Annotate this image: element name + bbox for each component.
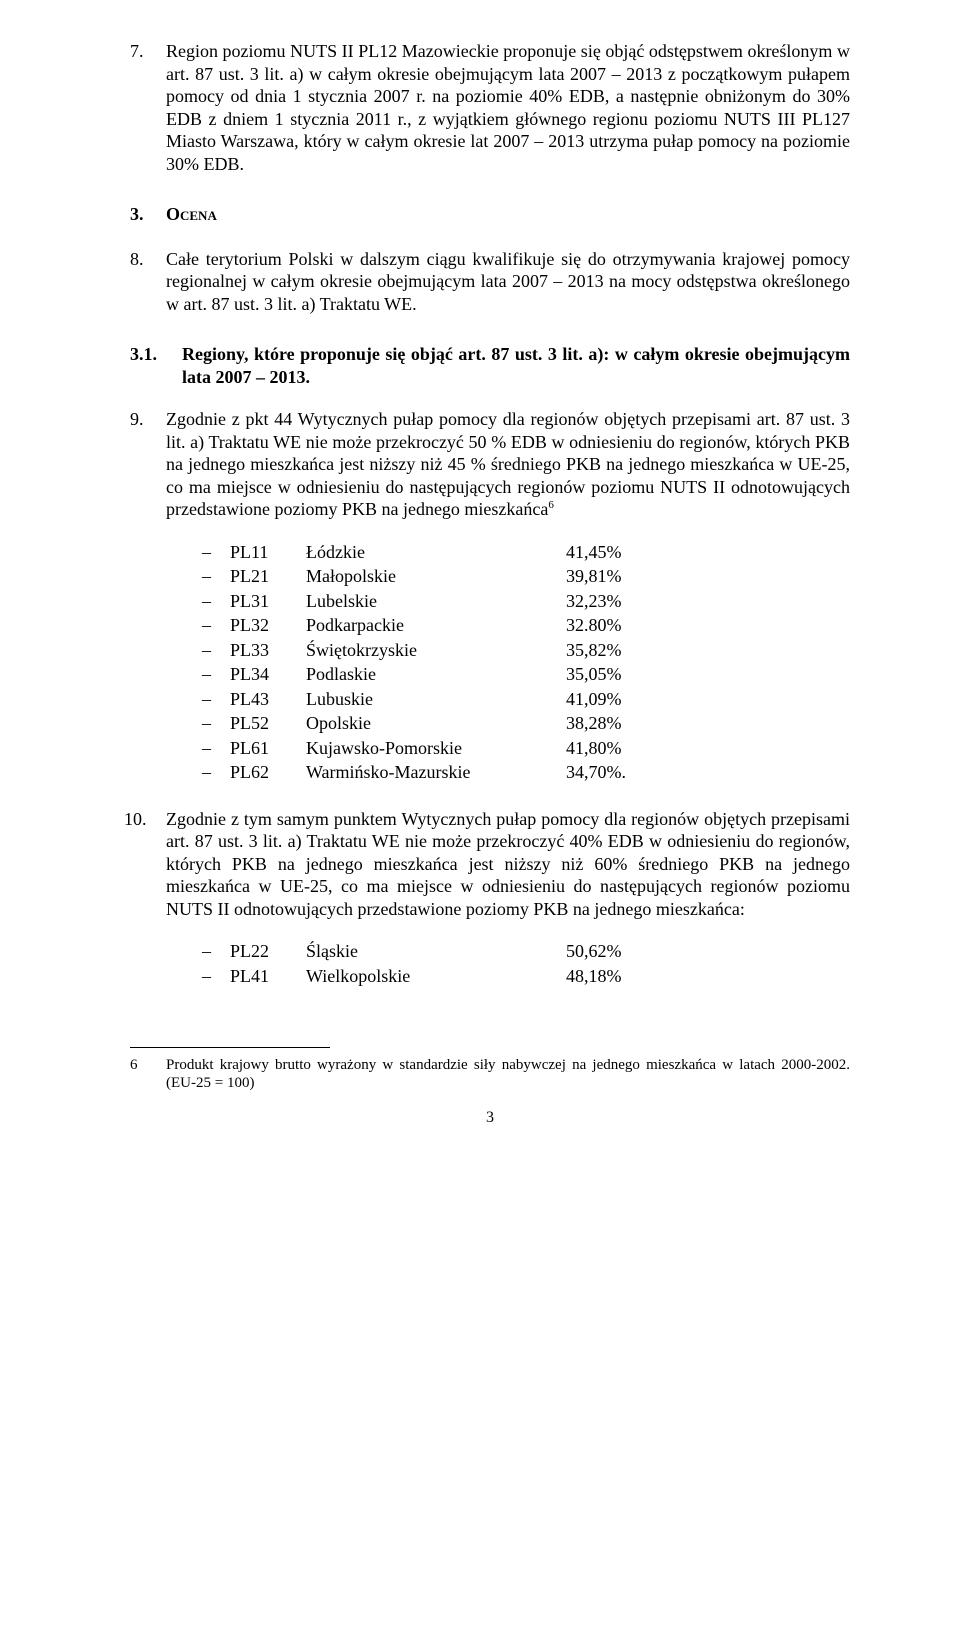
region-value: 41,09% (566, 688, 622, 711)
page-number: 3 (130, 1108, 850, 1128)
region-code: PL62 (230, 761, 306, 784)
region-value: 50,62% (566, 940, 622, 963)
region-value: 39,81% (566, 565, 622, 588)
region-code: PL61 (230, 737, 306, 760)
sub-3-1-number: 3.1. (130, 343, 157, 366)
list-item: –PL22Śląskie50,62% (202, 940, 850, 963)
region-code: PL33 (230, 639, 306, 662)
list-item: –PL43Lubuskie41,09% (202, 688, 850, 711)
sub-3-1-text: Regiony, które proponuje się objąć art. … (182, 344, 850, 387)
paragraph-10: 10. Zgodnie z tym samym punktem Wytyczny… (130, 808, 850, 921)
section-3-number: 3. (130, 203, 144, 226)
region-value: 48,18% (566, 965, 622, 988)
region-name: Śląskie (306, 940, 566, 963)
list-item: –PL62Warmińsko-Mazurskie34,70%. (202, 761, 850, 784)
footnote-6-text: Produkt krajowy brutto wyrażony w standa… (166, 1057, 850, 1091)
list-dash-icon: – (202, 639, 230, 662)
list-item: –PL33Świętokrzyskie35,82% (202, 639, 850, 662)
region-code: PL22 (230, 940, 306, 963)
list-item: –PL32Podkarpackie32.80% (202, 614, 850, 637)
region-name: Świętokrzyskie (306, 639, 566, 662)
region-code: PL11 (230, 541, 306, 564)
para-8-text: Całe terytorium Polski w dalszym ciągu k… (166, 249, 850, 314)
list-dash-icon: – (202, 541, 230, 564)
region-code: PL32 (230, 614, 306, 637)
para-7-text: Region poziomu NUTS II PL12 Mazowieckie … (166, 41, 850, 174)
region-value: 41,45% (566, 541, 622, 564)
footnote-ref-6: 6 (548, 499, 554, 511)
list-dash-icon: – (202, 614, 230, 637)
subheading-3-1: 3.1. Regiony, które proponuje się objąć … (130, 343, 850, 388)
list-dash-icon: – (202, 940, 230, 963)
region-name: Lubuskie (306, 688, 566, 711)
para-8-number: 8. (130, 248, 144, 271)
para-7-number: 7. (130, 40, 144, 63)
region-value: 35,82% (566, 639, 622, 662)
region-name: Łódzkie (306, 541, 566, 564)
list-dash-icon: – (202, 712, 230, 735)
region-name: Lubelskie (306, 590, 566, 613)
region-code: PL34 (230, 663, 306, 686)
list-item: –PL31Lubelskie32,23% (202, 590, 850, 613)
region-code: PL43 (230, 688, 306, 711)
region-value: 34,70%. (566, 761, 626, 784)
list-item: –PL11Łódzkie41,45% (202, 541, 850, 564)
para-9-text: Zgodnie z pkt 44 Wytycznych pułap pomocy… (166, 409, 850, 519)
list-dash-icon: – (202, 565, 230, 588)
para-10-text: Zgodnie z tym samym punktem Wytycznych p… (166, 809, 850, 919)
region-list-1: –PL11Łódzkie41,45%–PL21Małopolskie39,81%… (130, 541, 850, 784)
region-value: 32.80% (566, 614, 622, 637)
footnote-6-number: 6 (130, 1056, 138, 1074)
region-code: PL31 (230, 590, 306, 613)
footnote-6: 6 Produkt krajowy brutto wyrażony w stan… (130, 1056, 850, 1092)
region-name: Podlaskie (306, 663, 566, 686)
region-list-2: –PL22Śląskie50,62%–PL41Wielkopolskie48,1… (130, 940, 850, 987)
list-dash-icon: – (202, 590, 230, 613)
region-name: Podkarpackie (306, 614, 566, 637)
region-value: 32,23% (566, 590, 622, 613)
paragraph-7: 7. Region poziomu NUTS II PL12 Mazowieck… (130, 40, 850, 175)
list-item: –PL34Podlaskie35,05% (202, 663, 850, 686)
paragraph-8: 8. Całe terytorium Polski w dalszym ciąg… (130, 248, 850, 316)
region-name: Wielkopolskie (306, 965, 566, 988)
list-dash-icon: – (202, 663, 230, 686)
list-item: –PL52Opolskie38,28% (202, 712, 850, 735)
section-3-label: Ocena (166, 204, 217, 224)
para-10-number: 10. (124, 808, 147, 831)
page-container: 7. Region poziomu NUTS II PL12 Mazowieck… (0, 0, 960, 1630)
region-value: 35,05% (566, 663, 622, 686)
region-code: PL21 (230, 565, 306, 588)
list-dash-icon: – (202, 965, 230, 988)
para-9-number: 9. (130, 408, 144, 431)
region-name: Kujawsko-Pomorskie (306, 737, 566, 760)
paragraph-9: 9. Zgodnie z pkt 44 Wytycznych pułap pom… (130, 408, 850, 521)
list-dash-icon: – (202, 761, 230, 784)
region-name: Warmińsko-Mazurskie (306, 761, 566, 784)
region-value: 41,80% (566, 737, 622, 760)
list-dash-icon: – (202, 737, 230, 760)
list-item: –PL21Małopolskie39,81% (202, 565, 850, 588)
list-item: –PL41Wielkopolskie48,18% (202, 965, 850, 988)
region-name: Opolskie (306, 712, 566, 735)
region-value: 38,28% (566, 712, 622, 735)
list-item: –PL61Kujawsko-Pomorskie41,80% (202, 737, 850, 760)
list-dash-icon: – (202, 688, 230, 711)
footnote-separator (130, 1047, 330, 1048)
region-name: Małopolskie (306, 565, 566, 588)
region-code: PL41 (230, 965, 306, 988)
section-3-heading: 3. Ocena (130, 203, 850, 226)
region-code: PL52 (230, 712, 306, 735)
